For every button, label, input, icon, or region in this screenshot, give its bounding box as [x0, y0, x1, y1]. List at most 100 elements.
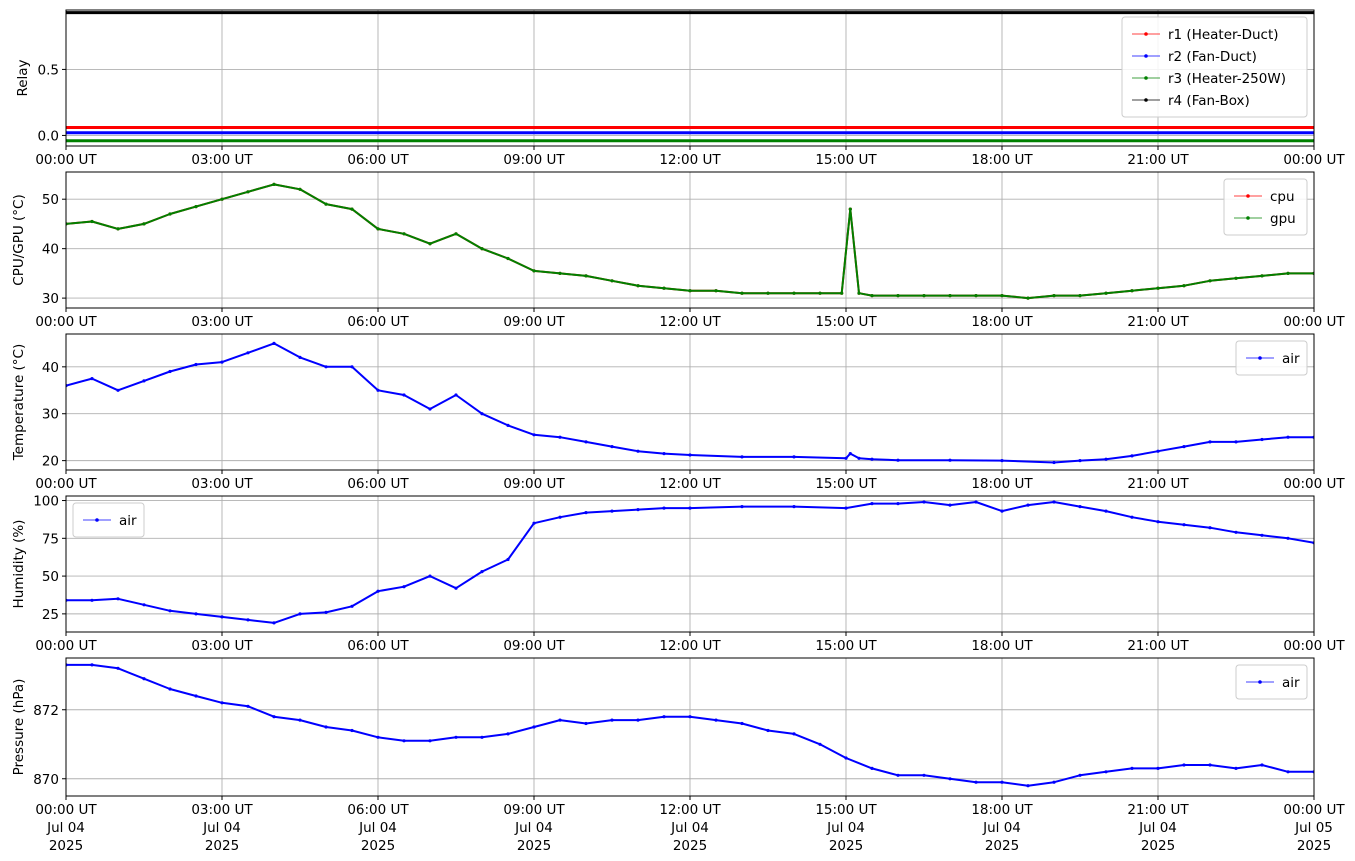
panel-2: 00:00 UT 03:00 UT 06:00 UT 09:00 UT 12:00 UT… — [11, 171, 1345, 330]
data-point — [1286, 536, 1290, 540]
data-point — [246, 618, 250, 622]
x-tick-label: 06:00 UT — [347, 476, 409, 492]
x-tick-label: 15:00 UT — [815, 638, 877, 654]
legend-entry: r1 (Heater-Duct) — [1168, 27, 1279, 43]
data-point — [350, 207, 354, 211]
data-point — [1026, 784, 1030, 788]
x-year-label: 2025 — [517, 838, 551, 854]
data-point — [662, 286, 666, 290]
data-point — [324, 202, 328, 206]
x-tick-label: 21:00 UT — [1127, 476, 1189, 492]
data-point — [792, 732, 796, 736]
data-point — [376, 735, 380, 739]
data-point — [90, 219, 94, 224]
data-point — [194, 612, 198, 616]
data-point — [90, 377, 94, 381]
data-point — [480, 735, 484, 739]
data-point — [1052, 294, 1056, 298]
data-point — [1078, 459, 1082, 463]
data-point — [532, 269, 536, 273]
data-point — [1234, 440, 1238, 444]
data-point — [428, 407, 432, 411]
x-tick-label: 21:00 UT — [1127, 314, 1189, 330]
data-point — [1286, 271, 1290, 275]
data-point — [1078, 505, 1082, 509]
data-point — [948, 458, 952, 462]
legend-entry: air — [1282, 351, 1300, 367]
data-point — [818, 742, 822, 746]
x-tick-label: 12:00 UT — [659, 314, 721, 330]
data-point — [558, 718, 562, 722]
y-tick-label: 0.5 — [38, 62, 59, 78]
data-point — [428, 739, 432, 743]
panel-3: 00:00 UT 03:00 UT 06:00 UT 09:00 UT 12:00 UT… — [11, 333, 1345, 492]
data-point — [454, 586, 458, 590]
data-point — [90, 598, 94, 602]
data-point — [1156, 766, 1160, 771]
data-point — [870, 457, 874, 461]
legend-swatch-marker — [95, 518, 99, 522]
data-point — [142, 677, 146, 681]
data-point — [298, 612, 302, 616]
data-point — [974, 500, 978, 504]
data-point — [246, 704, 250, 708]
x-tick-label: 12:00 UT — [659, 152, 721, 168]
x-tick-label: 06:00 UT — [347, 152, 409, 168]
x-tick-label: 00:00 UT — [35, 638, 97, 654]
data-point — [584, 721, 588, 726]
data-point — [506, 256, 510, 261]
data-point — [220, 615, 224, 619]
panel-4: 00:00 UT 03:00 UT 06:00 UT 09:00 UT 12:00 UT… — [11, 494, 1345, 654]
data-point — [1182, 763, 1186, 767]
data-point — [376, 589, 380, 593]
data-point — [610, 718, 614, 722]
x-tick-label: 00:00 UT — [1283, 314, 1345, 330]
x-tick-label: 12:00 UT — [659, 476, 721, 492]
data-point — [584, 510, 588, 515]
legend: air — [1235, 340, 1308, 376]
data-point — [194, 694, 198, 698]
data-point — [272, 621, 276, 625]
data-point — [480, 247, 484, 251]
data-point — [1078, 294, 1082, 298]
data-point — [532, 433, 536, 437]
data-point — [1000, 459, 1004, 463]
data-point — [558, 271, 562, 275]
data-point — [740, 721, 744, 726]
x-date-label: Jul 04 — [358, 820, 397, 836]
data-point — [688, 453, 692, 457]
data-point — [324, 610, 328, 615]
series-group — [66, 663, 1314, 788]
data-point — [1208, 440, 1212, 444]
data-point — [1000, 780, 1004, 784]
data-point — [1156, 520, 1160, 524]
data-point — [1000, 509, 1004, 513]
data-point — [948, 777, 952, 781]
x-tick-label: 00:00 UT — [1283, 802, 1345, 818]
data-point — [740, 455, 744, 459]
plot-frame — [65, 657, 1315, 797]
data-point — [116, 597, 120, 601]
data-point — [1234, 766, 1238, 771]
plot-frame — [65, 495, 1315, 633]
data-point — [376, 388, 380, 392]
data-point — [922, 773, 926, 777]
data-point — [324, 725, 328, 729]
x-tick-label: 21:00 UT — [1127, 152, 1189, 168]
x-year-label: 2025 — [829, 838, 863, 854]
y-tick-label: 40 — [42, 360, 59, 376]
data-point — [1130, 454, 1134, 458]
data-point — [844, 756, 848, 760]
x-tick-label: 09:00 UT — [503, 314, 565, 330]
data-point — [1104, 291, 1108, 295]
data-point — [168, 687, 172, 691]
legend-swatch-marker — [1258, 356, 1262, 360]
data-point — [194, 362, 198, 367]
y-axis-label: Temperature (°C) — [11, 344, 27, 462]
data-point — [1234, 276, 1238, 280]
x-date-label: Jul 04 — [670, 820, 709, 836]
data-point — [272, 715, 276, 719]
x-tick-label: 00:00 UT — [1283, 152, 1345, 168]
data-point — [220, 701, 224, 705]
data-point — [610, 445, 614, 449]
